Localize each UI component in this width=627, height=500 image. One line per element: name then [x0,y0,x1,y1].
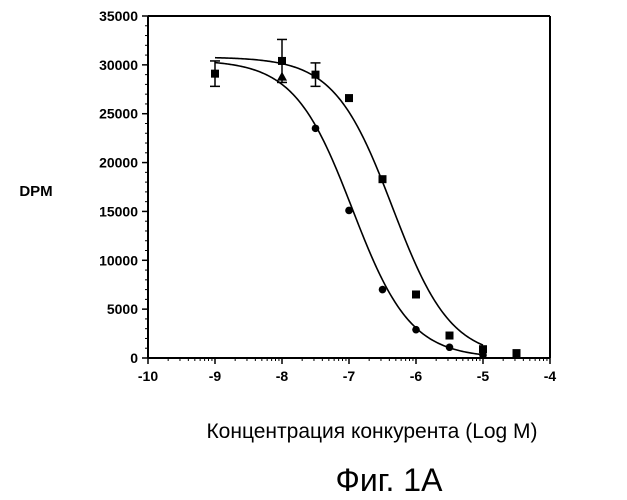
data-point-circle [479,351,487,359]
data-point-triangle [277,71,287,81]
x-axis-title: Концентрация конкурента (Log M) [206,420,537,443]
x-tick-label: -5 [477,368,490,384]
y-tick-label: 25000 [99,106,138,122]
data-point-circle [311,124,320,133]
x-tick-label: -6 [410,368,423,384]
data-point-circle [345,206,353,215]
data-point-square [512,349,521,358]
data-point-square [412,290,420,299]
data-point-circle [412,325,420,334]
data-point-square [278,56,286,65]
y-axis-title: DPM [19,183,52,200]
axes [147,15,551,359]
y-tick-label: 20000 [99,155,138,171]
data-point-circle [378,285,387,294]
data-point-square [311,70,320,79]
data-point-circle [445,343,454,352]
y-tick-label: 0 [130,350,138,366]
y-tick-label: 35000 [99,8,138,24]
data-point-square [211,69,219,78]
y-tick-label: 15000 [99,203,138,219]
figure-caption: Фиг. 1А [336,462,444,498]
fit-curve [214,56,484,346]
y-tick-label: 10000 [99,252,138,268]
y-tick-label: 5000 [107,301,138,317]
data-point-square [479,345,487,354]
x-tick-label: -10 [138,368,158,384]
fit-curve [214,61,484,356]
x-tick-label: -7 [343,368,356,384]
ticks: 0 5000 10000 15000 20000 25000 30000 35000 -10 -9… [99,8,556,384]
data-point-square [378,175,387,184]
data-points [210,38,521,359]
y-tick-label: 30000 [99,57,138,73]
x-tick-label: -9 [209,368,222,384]
x-tick-label: -8 [276,368,289,384]
x-tick-label: -4 [544,368,557,384]
data-point-square [445,331,454,340]
data-point-square [345,94,353,103]
fit-curves [214,56,484,356]
